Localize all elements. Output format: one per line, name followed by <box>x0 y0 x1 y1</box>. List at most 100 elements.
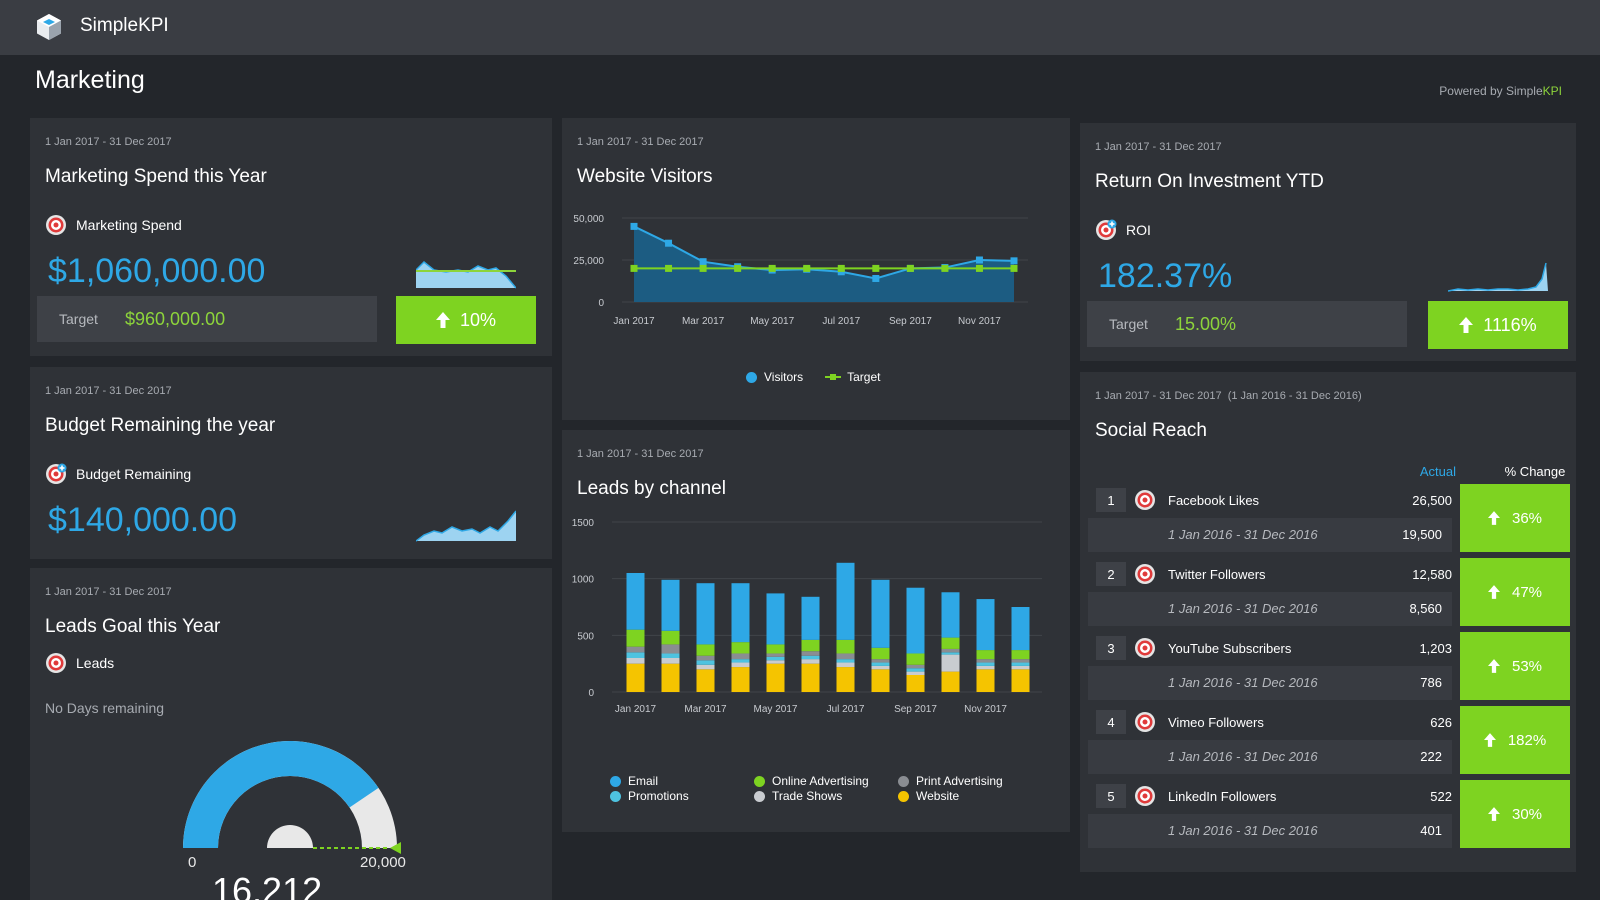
bar-segment <box>1011 662 1030 666</box>
row-name[interactable]: Vimeo Followers <box>1168 715 1264 730</box>
row-name[interactable]: Twitter Followers <box>1168 567 1266 582</box>
bar-segment <box>766 653 785 657</box>
legend-dot-icon <box>610 790 621 802</box>
daterange: 1 Jan 2017 - 31 Dec 2017 <box>45 136 172 148</box>
daterange: 1 Jan 2017 - 31 Dec 2017 <box>45 586 172 598</box>
brand-name[interactable]: SimpleKPI <box>80 15 169 36</box>
legend-trade-shows[interactable]: Trade Shows <box>754 789 842 803</box>
bar-segment <box>836 653 855 660</box>
days-remaining-note: No Days remaining <box>45 700 165 716</box>
row-change: 53% <box>1460 632 1570 700</box>
bar-segment <box>696 664 715 670</box>
visitors-legend: Visitors Target <box>746 370 880 384</box>
target-point <box>975 264 983 272</box>
bar-segment <box>941 654 960 672</box>
row-rank: 2 <box>1096 562 1126 586</box>
target-point <box>837 264 845 272</box>
bar-segment <box>801 655 820 660</box>
legend-label: Promotions <box>628 789 689 803</box>
bar-segment <box>976 662 995 666</box>
bar-segment <box>836 562 855 640</box>
bar-segment <box>801 639 820 652</box>
bar-segment <box>661 663 680 692</box>
target-point <box>906 264 914 272</box>
roi-panel[interactable]: 1 Jan 2017 - 31 Dec 2017 Return On Inves… <box>1080 123 1576 361</box>
kpi-value: $140,000.00 <box>48 501 238 539</box>
bar-segment <box>1011 665 1030 670</box>
powered-suffix: KPI <box>1542 84 1562 98</box>
x-tick-label: Mar 2017 <box>684 704 727 715</box>
bar-segment <box>766 593 785 645</box>
bar-segment <box>626 573 645 630</box>
row-name[interactable]: YouTube Subscribers <box>1168 641 1292 656</box>
kpi-row: Leads <box>45 652 114 674</box>
row-previous-value: 786 <box>1420 675 1442 690</box>
row-previous-label: 1 Jan 2016 - 31 Dec 2016 <box>1168 749 1318 764</box>
social-reach-panel[interactable]: 1 Jan 2017 - 31 Dec 2017 (1 Jan 2016 - 3… <box>1080 372 1576 872</box>
x-tick-label: Jul 2017 <box>822 316 860 327</box>
bar-segment <box>731 662 750 668</box>
target-box: Target 15.00% <box>1087 301 1407 347</box>
bar-segment <box>626 629 645 647</box>
bar-segment <box>941 648 960 653</box>
row-previous-value: 401 <box>1420 823 1442 838</box>
visitors-point <box>872 274 880 282</box>
leads-gauge <box>183 741 401 854</box>
row-name[interactable]: Facebook Likes <box>1168 493 1260 508</box>
legend-website[interactable]: Website <box>898 789 959 803</box>
bar-segment <box>696 583 715 645</box>
row-change: 30% <box>1460 780 1570 848</box>
bar-segment <box>696 655 715 661</box>
kpi-label: Marketing Spend <box>76 217 182 233</box>
row-rank: 3 <box>1096 636 1126 660</box>
legend-label: Print Advertising <box>916 774 1003 788</box>
legend-email[interactable]: Email <box>610 774 658 788</box>
legend-visitors[interactable]: Visitors <box>746 370 803 384</box>
legend-label: Website <box>916 789 960 803</box>
legend-online-advertising[interactable]: Online Advertising <box>754 774 869 788</box>
gauge-target-marker <box>390 842 401 854</box>
social-row[interactable]: 3 YouTube Subscribers 1,203 1 Jan 2016 - 31… <box>1088 632 1570 702</box>
logo-icon[interactable] <box>36 13 62 41</box>
legend-dot-icon <box>898 790 909 802</box>
bar-segment <box>696 644 715 656</box>
col-change-header[interactable]: % Change <box>1504 464 1566 479</box>
legend-promotions[interactable]: Promotions <box>610 789 689 803</box>
page-title: Marketing <box>35 66 145 94</box>
y-tick-label: 50,000 <box>573 214 604 225</box>
row-previous-value: 8,560 <box>1409 601 1442 616</box>
bar-segment <box>871 669 890 692</box>
leads-by-channel-panel[interactable]: 1 Jan 2017 - 31 Dec 2017 Leads by channe… <box>562 430 1070 832</box>
social-row[interactable]: 4 Vimeo Followers 626 1 Jan 2016 - 31 Dec 2… <box>1088 706 1570 776</box>
marketing-spend-panel[interactable]: 1 Jan 2017 - 31 Dec 2017 Marketing Spend… <box>30 118 552 356</box>
bar-segment <box>906 671 925 675</box>
target-icon <box>1135 786 1155 806</box>
legend-target[interactable]: Target <box>825 370 880 384</box>
panel-title: Social Reach <box>1095 420 1207 441</box>
panel-title: Return On Investment YTD <box>1095 171 1324 192</box>
y-tick-label: 0 <box>598 298 604 309</box>
leads-goal-panel[interactable]: 1 Jan 2017 - 31 Dec 2017 Leads Goal this… <box>30 568 552 900</box>
row-change: 47% <box>1460 558 1570 626</box>
powered-by[interactable]: Powered by SimpleKPI <box>1439 84 1562 98</box>
budget-remaining-panel[interactable]: 1 Jan 2017 - 31 Dec 2017 Budget Remainin… <box>30 367 552 559</box>
website-visitors-panel[interactable]: 1 Jan 2017 - 31 Dec 2017 Website Visitor… <box>562 118 1070 420</box>
social-row[interactable]: 2 Twitter Followers 12,580 1 Jan 2016 - 31 … <box>1088 558 1570 628</box>
x-tick-label: Sep 2017 <box>889 316 932 327</box>
legend-label: Visitors <box>764 370 804 384</box>
row-name[interactable]: LinkedIn Followers <box>1168 789 1277 804</box>
bar-segment <box>696 660 715 665</box>
social-row[interactable]: 5 LinkedIn Followers 522 1 Jan 2016 - 31 De… <box>1088 780 1570 850</box>
visitors-line <box>633 225 1015 280</box>
legend-print-advertising[interactable]: Print Advertising <box>898 774 1003 788</box>
col-actual-header[interactable]: Actual <box>1419 464 1456 479</box>
sparkline <box>416 510 516 542</box>
row-rank: 1 <box>1096 488 1126 512</box>
bar-segment <box>626 646 645 653</box>
panel-title: Marketing Spend this Year <box>45 166 267 187</box>
bar-segment <box>661 579 680 631</box>
social-row[interactable]: 1 Facebook Likes 26,500 1 Jan 2016 - 31 Dec… <box>1088 484 1570 554</box>
bar-segment <box>906 587 925 654</box>
panel-title: Budget Remaining the year <box>45 415 276 436</box>
bar-segment <box>661 658 680 664</box>
